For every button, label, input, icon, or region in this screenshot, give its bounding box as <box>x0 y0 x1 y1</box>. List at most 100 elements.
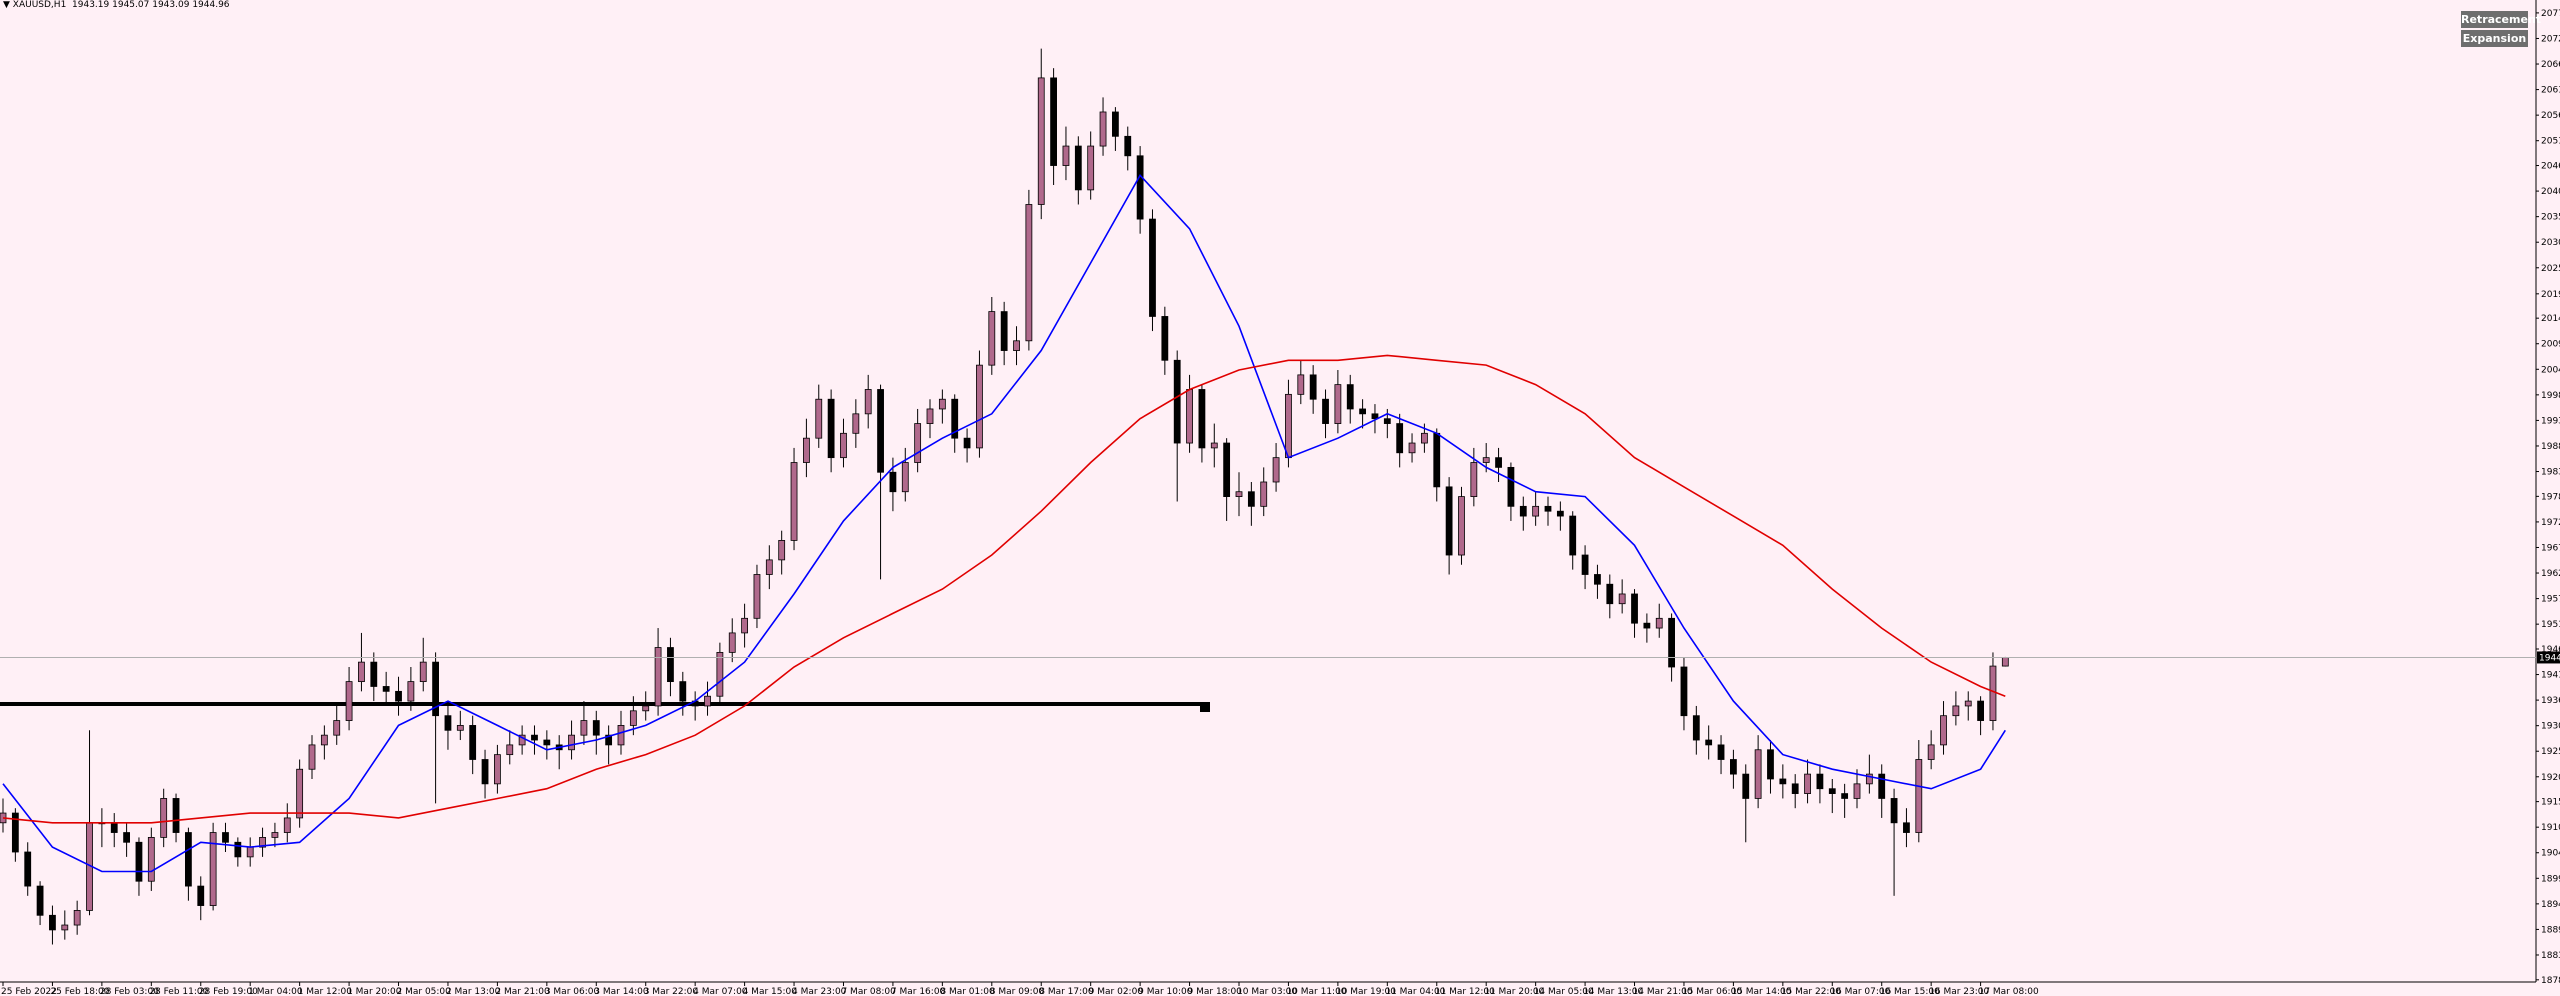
candle-body <box>1791 783 1799 794</box>
candle-body <box>1853 783 1861 799</box>
x-tick-label: 8 Mar 09:00 <box>990 987 1045 996</box>
x-tick-label: 28 Feb 19:00 <box>199 987 258 996</box>
candle-body <box>852 413 860 434</box>
candle-body <box>592 720 600 736</box>
candle-body <box>976 364 983 449</box>
candle-body <box>1915 759 1923 833</box>
candle-body <box>246 846 254 858</box>
y-tick-label: 1962.30 <box>2541 569 2560 579</box>
candle-body <box>1383 418 1391 424</box>
candle-body <box>358 661 365 683</box>
candle-body <box>617 725 625 746</box>
candle-body <box>160 798 168 838</box>
candle-body <box>728 632 736 653</box>
header-open: 1943.19 <box>72 0 110 10</box>
candle-body <box>333 720 341 736</box>
x-tick-label: 1 Mar 20:00 <box>347 987 402 996</box>
candle-body <box>1408 442 1416 454</box>
candle-body <box>481 759 489 785</box>
y-tick-label: 2025.00 <box>2541 264 2560 274</box>
candle-body <box>1346 384 1354 410</box>
y-tick-label: 1878.75 <box>2541 976 2560 986</box>
y-tick-label: 1925.70 <box>2541 747 2560 757</box>
candle-body <box>1668 617 1675 668</box>
candle-body <box>1952 705 1960 717</box>
candle-body <box>926 408 934 424</box>
y-tick-label: 1988.40 <box>2541 442 2560 452</box>
candle-body <box>172 798 180 833</box>
last-price-label: 1944.96 <box>2539 653 2560 663</box>
x-tick-label: 25 Feb 2022 <box>1 987 57 996</box>
candle-body <box>1136 155 1144 220</box>
y-tick-label: 1915.35 <box>2541 798 2560 808</box>
candle-body <box>1359 408 1366 415</box>
candle-body <box>667 647 674 683</box>
x-tick-label: 11 Mar 20:00 <box>1484 987 1544 996</box>
y-tick-label: 2056.35 <box>2541 111 2560 121</box>
y-tick-label: 1957.05 <box>2541 595 2560 605</box>
y-tick-label: 1904.85 <box>2541 849 2560 859</box>
candle-body <box>827 398 835 459</box>
candle-body <box>1445 486 1453 556</box>
candle-body <box>1692 715 1700 741</box>
header-arrow: ▼ <box>3 0 13 10</box>
x-tick-label: 9 Mar 02:00 <box>1089 987 1144 996</box>
y-tick-label: 1936.20 <box>2541 696 2560 706</box>
x-tick-label: 4 Mar 23:00 <box>792 987 847 996</box>
candle-body <box>1371 413 1379 420</box>
candle-body <box>1754 749 1762 799</box>
candle-body <box>1322 398 1329 424</box>
y-tick-label: 2014.65 <box>2541 314 2560 324</box>
symbol-header: ▼ XAUUSD,H1 1943.19 1945.07 1943.09 1944… <box>3 0 230 10</box>
candle-body <box>110 822 118 833</box>
y-tick-label: 2046.00 <box>2541 162 2560 172</box>
candle-body <box>1235 491 1243 497</box>
candle-body <box>543 739 551 746</box>
candle-body <box>1655 617 1663 629</box>
candle-body <box>1458 496 1465 556</box>
candle-body <box>1544 505 1552 512</box>
candle-body <box>493 754 501 785</box>
candle-body <box>815 398 823 439</box>
y-tick-label: 1972.80 <box>2541 518 2560 528</box>
y-tick-label: 2066.85 <box>2541 60 2560 70</box>
candle-body <box>1074 145 1082 191</box>
candle-body <box>1532 505 1540 517</box>
x-tick-label: 8 Mar 01:00 <box>940 987 995 996</box>
y-tick-label: 1899.60 <box>2541 874 2560 884</box>
candle-body <box>951 398 959 439</box>
candle-body <box>642 705 650 712</box>
candle-body <box>1989 665 1997 721</box>
candle-body <box>419 661 427 683</box>
candle-body <box>1816 773 1824 790</box>
candle-body <box>1903 822 1910 833</box>
header-low: 1943.09 <box>152 0 190 10</box>
candle-body <box>938 398 946 410</box>
candle-body <box>1309 374 1317 400</box>
candle-body <box>1705 739 1713 746</box>
candle-body <box>765 559 773 575</box>
x-tick-label: 17 Mar 08:00 <box>1979 987 2039 996</box>
candle-body <box>1112 111 1119 137</box>
candle-body <box>1569 515 1577 556</box>
candle-body <box>1618 593 1626 605</box>
candle-body <box>222 832 229 843</box>
candle-body <box>580 720 588 736</box>
candle-body <box>1594 574 1601 585</box>
candle-body <box>308 744 316 770</box>
candle-body <box>1173 359 1181 444</box>
x-tick-label: 9 Mar 10:00 <box>1138 987 1193 996</box>
candle-body <box>36 885 44 916</box>
candle-body <box>1730 759 1737 775</box>
y-tick-label: 2030.25 <box>2541 238 2560 248</box>
moving-average <box>2 354 2006 824</box>
candle-body <box>988 311 996 366</box>
candle-body <box>1050 77 1057 166</box>
candle-body <box>1717 744 1725 760</box>
retracement-button[interactable]: Retracement <box>2461 11 2542 28</box>
candle-body <box>1396 423 1404 454</box>
candle-body <box>778 540 786 561</box>
expansion-button[interactable]: Expansion <box>2461 30 2528 47</box>
